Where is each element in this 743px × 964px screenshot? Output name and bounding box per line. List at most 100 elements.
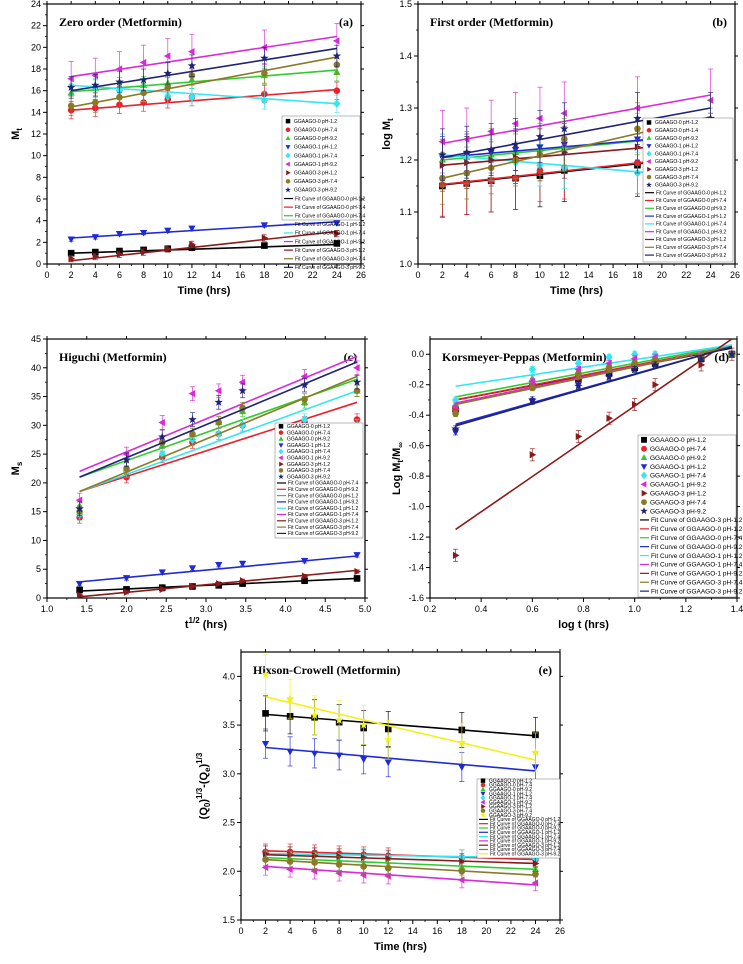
x-tick-label: 22 (681, 270, 691, 280)
y-tick-label: 1.0 (399, 259, 412, 269)
data-point (332, 51, 342, 60)
fit-line (442, 94, 711, 145)
x-tick-label: 0 (238, 926, 243, 936)
legend-label: Fit Curve of GGAAGO-0 pH-7.4 (295, 205, 366, 211)
x-tick-label: 24 (530, 926, 540, 936)
data-point (652, 381, 660, 389)
x-tick-label: 18 (632, 270, 642, 280)
data-point (163, 68, 173, 77)
fit-line (79, 555, 358, 583)
x-tick-label: 3.5 (239, 604, 252, 614)
x-tick-label: 1.0 (628, 604, 641, 614)
data-point (633, 113, 642, 122)
legend-label: Fit Curve of GGAAGO-3 pH-7.4 (288, 525, 359, 531)
fit-line (79, 355, 358, 473)
fit-line (442, 107, 711, 159)
data-point (188, 390, 196, 398)
data-point (123, 586, 130, 593)
fit-line (265, 746, 536, 772)
legend-label: Fit Curve of GGAAGO-1 pH-7.4 (490, 834, 561, 840)
y-tick-label: 15 (31, 507, 41, 517)
data-point (139, 229, 148, 237)
legend-marker (641, 490, 648, 497)
fit-line (79, 375, 358, 493)
x-tick-label: 2 (440, 270, 445, 280)
legend-label: GGAAGO-3 pH-9.2 (650, 508, 706, 515)
legend-marker (480, 782, 486, 788)
legend-label: GGAAGO-1 pH-1.2 (287, 443, 330, 449)
legend-label: Fit Curve of GGAAGO-3 pH-1.2 (490, 843, 561, 849)
legend-label: GGAAGO-1 pH-9.2 (650, 482, 706, 489)
legend-marker (285, 179, 291, 184)
data-point (310, 750, 319, 758)
legend-label: GGAAGO-3 pH-1.2 (655, 167, 698, 173)
data-point (164, 84, 172, 91)
data-point (261, 740, 270, 748)
legend-label: GGAAGO-3 pH-7.4 (655, 175, 698, 181)
data-point (92, 252, 100, 261)
data-point (631, 360, 638, 367)
panel-label: (a) (339, 15, 353, 29)
legend-label: GGAAGO-0 pH-7.4 (294, 127, 337, 133)
legend-label: Fit Curve of GGAAGO-3 pH-9.2 (651, 588, 743, 595)
legend-marker (285, 186, 291, 193)
chart-title: Zero order (Metformin) (59, 15, 182, 29)
legend-label: Fit Curve of GGAAGO-0 pH-7.4 (295, 213, 366, 219)
data-point (457, 876, 465, 884)
data-point (334, 230, 341, 238)
y-tick-label: -1.6 (408, 593, 424, 603)
legend-label: Fit Curve of GGAAGO-1 pH-1.2 (490, 830, 561, 836)
data-point (488, 156, 496, 164)
legend-label: GGAAGO-1 pH-1.2 (655, 144, 698, 150)
legend-marker (285, 161, 290, 167)
panel-a: 0 2 4 6 8 10 12 14 16 18 20 22 24 2602468101214161820… (10, 0, 366, 297)
legend-label: Fit Curve of GGAAGO-3 pH-9.2 (490, 852, 561, 858)
data-point (158, 432, 167, 441)
data-point (333, 87, 341, 94)
y-tick-label: 25 (31, 449, 41, 459)
data-point (333, 220, 341, 227)
legend-label: GGAAGO-1 pH-7.4 (655, 151, 698, 157)
data-point (335, 861, 343, 868)
fit-line (265, 865, 536, 886)
legend-label: Fit Curve of GGAAGO-1 pH-1.2 (288, 506, 359, 512)
data-point (335, 752, 343, 760)
y-tick-label: 20 (31, 478, 41, 488)
legend-marker (646, 150, 652, 157)
data-point (139, 75, 148, 84)
data-point (634, 143, 642, 151)
data-point (353, 364, 360, 372)
legend-marker (646, 159, 651, 164)
data-point (122, 575, 131, 582)
legend-label: Fit Curve of GGAAGO-3 pH-1.2 (295, 248, 366, 254)
data-point (238, 386, 247, 395)
x-tick-label: 4.5 (319, 604, 332, 614)
x-tick-label: 14 (408, 926, 418, 936)
panel-c: 1.0 1.5 2.0 2.5 3.0 3.5 4.0 4.5 5.0 0 5 10 15 20 25 30 3… (10, 334, 371, 631)
legend-label: Fit Curve of GGAAGO-0 pH-7.4 (288, 481, 359, 487)
data-point (188, 225, 196, 233)
legend-label: GGAAGO-0 pH-9.2 (489, 787, 532, 793)
y-axis-label: log Mt (381, 118, 395, 150)
x-tick-label: 0.8 (577, 604, 590, 614)
legend-label: GGAAGO-0 pH-7.4 (650, 446, 706, 453)
data-point (187, 61, 197, 70)
legend-label: GGAAGO-1 pH-9.2 (287, 456, 330, 462)
panel-label: (b) (712, 15, 727, 29)
legend-label: GGAAGO-1 pH-1.2 (650, 464, 706, 471)
data-point (384, 759, 392, 767)
data-point (462, 135, 470, 143)
legend-marker (640, 471, 648, 480)
x-tick-label: 16 (235, 270, 245, 280)
data-point (606, 414, 614, 422)
data-point (214, 397, 223, 406)
legend-marker (647, 166, 652, 172)
legend-label: GGAAGO-1 pH-7.4 (287, 449, 330, 455)
y-axis-label: (Q0)1/3-(Qe)1/3 (195, 752, 212, 819)
data-point (261, 234, 269, 242)
x-tick-label: 8 (141, 270, 146, 280)
x-tick-label: 1.0 (41, 604, 54, 614)
y-tick-label: -1.4 (408, 563, 424, 573)
fit-line (265, 858, 536, 876)
